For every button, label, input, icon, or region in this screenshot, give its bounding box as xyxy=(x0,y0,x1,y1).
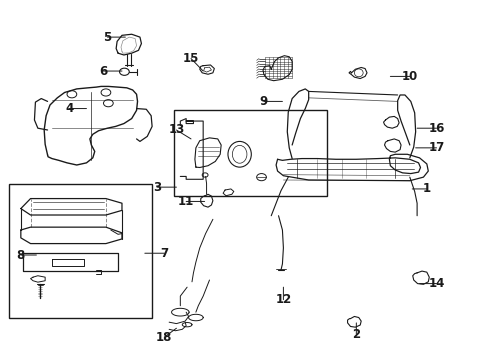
Text: 14: 14 xyxy=(427,277,444,290)
Text: 3: 3 xyxy=(153,181,161,194)
Text: 2: 2 xyxy=(351,328,360,341)
Text: 13: 13 xyxy=(168,123,184,136)
Text: 11: 11 xyxy=(178,195,194,208)
Bar xyxy=(9,184,152,318)
Text: 1: 1 xyxy=(422,183,430,195)
Text: 10: 10 xyxy=(401,70,417,83)
Text: 9: 9 xyxy=(259,95,267,108)
Text: 7: 7 xyxy=(160,247,168,260)
Text: 17: 17 xyxy=(427,141,444,154)
Text: 5: 5 xyxy=(103,31,111,44)
Text: 8: 8 xyxy=(17,248,25,261)
Text: 15: 15 xyxy=(183,52,199,65)
Text: 4: 4 xyxy=(65,102,73,115)
Bar xyxy=(174,111,326,196)
Text: 6: 6 xyxy=(99,64,107,77)
Text: 18: 18 xyxy=(156,331,172,344)
Text: 12: 12 xyxy=(275,293,291,306)
Text: 16: 16 xyxy=(427,122,444,135)
